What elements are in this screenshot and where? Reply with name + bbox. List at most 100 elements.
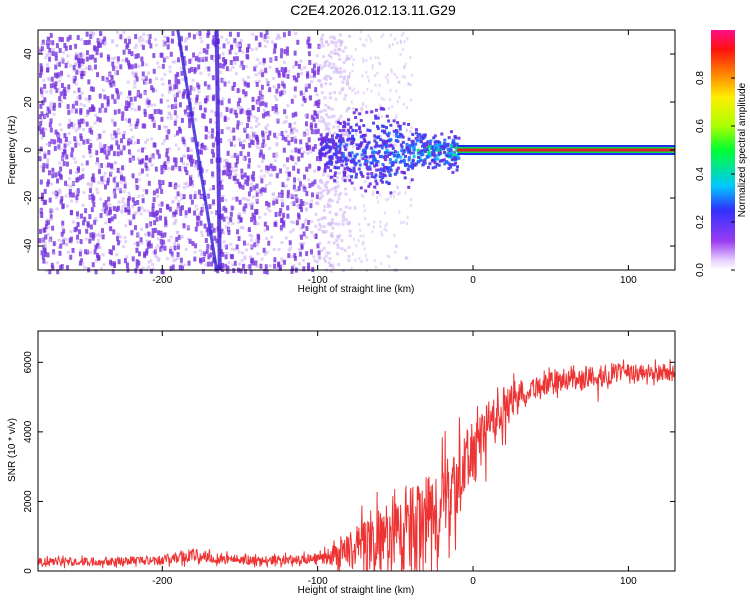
spectrogram-cell xyxy=(174,73,178,79)
spectrogram-cell xyxy=(236,229,240,235)
spectrogram-cell xyxy=(293,199,297,203)
spectrogram-cell xyxy=(348,206,352,210)
spectrogram-cell xyxy=(357,125,361,129)
spectrogram-cell xyxy=(399,155,403,159)
spectrogram-cell xyxy=(431,166,435,170)
spectrogram-cell xyxy=(279,225,283,231)
spectrogram-cell xyxy=(321,33,325,37)
spectrogram-cell xyxy=(335,51,339,55)
spectrogram-cell xyxy=(135,178,139,184)
spectrogram-cell xyxy=(448,152,452,156)
spectrogram-cell xyxy=(186,147,190,153)
spectrogram-cell xyxy=(114,161,118,165)
spectrogram-cell xyxy=(378,175,382,179)
spectrogram-cell xyxy=(94,161,98,165)
spectrogram-cell xyxy=(135,76,139,82)
spectrogram-cell xyxy=(339,208,343,212)
spectrogram-cell xyxy=(137,178,141,182)
spectrogram-cell xyxy=(315,113,319,119)
spectrogram-cell xyxy=(88,195,92,199)
spectrogram-cell xyxy=(173,245,177,251)
spectrogram-cell xyxy=(343,122,347,126)
spectrogram-cell xyxy=(217,61,221,65)
spectrogram-cell xyxy=(176,207,180,211)
spectrogram-cell xyxy=(166,156,170,162)
spectrogram-cell xyxy=(116,232,120,236)
spectrogram-cell xyxy=(307,262,311,268)
spectrogram-cell xyxy=(328,155,332,159)
spectrogram-cell xyxy=(338,129,342,133)
spectrogram-cell xyxy=(122,245,126,249)
spectrogram-cell xyxy=(354,129,358,133)
spectrogram-cell xyxy=(73,75,77,81)
spectrogram-cell xyxy=(310,114,314,120)
spectrogram-cell xyxy=(233,38,237,44)
spectrogram-cell xyxy=(132,214,136,220)
spectrogram-cell xyxy=(254,239,258,243)
spectrogram-cell xyxy=(285,166,289,170)
spectrogram-cell xyxy=(97,245,101,249)
spectrogram-cell xyxy=(249,186,253,192)
spectrogram-cell xyxy=(201,250,205,254)
spectrogram-cell xyxy=(386,134,390,138)
spectrogram-cell xyxy=(352,137,356,141)
spectrogram-cell xyxy=(40,165,44,169)
spectrogram-cell xyxy=(148,211,152,217)
spectrogram-x-tick-label: 0 xyxy=(470,275,476,286)
spectrogram-cell xyxy=(389,191,393,195)
spectrogram-cell xyxy=(404,62,407,66)
spectrogram-cell xyxy=(106,177,110,183)
spectrogram-cell xyxy=(259,263,263,269)
spectrogram-cell xyxy=(79,136,83,142)
spectrogram-cell xyxy=(40,111,44,117)
spectrogram-cell xyxy=(177,79,181,85)
spectrogram-cell xyxy=(100,109,104,113)
spectrogram-cell xyxy=(205,49,209,55)
spectrogram-cell xyxy=(247,198,251,202)
spectrogram-cell xyxy=(302,188,306,192)
spectrogram-cell xyxy=(306,151,310,155)
spectrogram-cell xyxy=(174,157,178,163)
spectrogram-cell xyxy=(323,61,327,65)
spectrogram-cell xyxy=(323,205,327,209)
spectrogram-cell xyxy=(234,173,238,177)
spectrogram-cell xyxy=(317,99,321,105)
spectrogram-cell xyxy=(85,160,89,166)
spectrogram-cell xyxy=(370,175,374,179)
spectrogram-cell xyxy=(376,72,379,76)
spectrogram-cell xyxy=(197,189,201,195)
spectrogram-cell xyxy=(244,179,248,185)
spectrogram-cell xyxy=(89,224,93,230)
spectrogram-cell xyxy=(232,135,236,141)
spectrogram-cell xyxy=(262,247,266,253)
spectrogram-cell xyxy=(316,69,320,75)
spectrogram-cell xyxy=(151,232,155,238)
spectrogram-cell xyxy=(255,47,259,51)
spectrogram-cell xyxy=(234,72,238,76)
spectrogram-cell xyxy=(57,191,61,195)
spectrogram-cell xyxy=(95,219,99,223)
spectrogram-cell xyxy=(401,152,405,156)
spectrogram-cell xyxy=(104,221,108,225)
spectrogram-cell xyxy=(268,65,272,69)
spectrogram-cell xyxy=(205,227,209,233)
spectrogram-cell xyxy=(210,261,214,267)
spectrogram-cell xyxy=(293,50,297,56)
spectrogram-cell xyxy=(370,110,374,114)
spectrogram-cell xyxy=(149,221,153,227)
spectrogram-cell xyxy=(197,168,201,172)
spectrogram-cell xyxy=(93,64,97,70)
spectrogram-cell xyxy=(112,151,116,157)
spectrogram-cell xyxy=(75,226,79,232)
spectrogram-cell xyxy=(409,180,412,184)
spectrogram-cell xyxy=(385,114,389,118)
spectrogram-cell xyxy=(67,109,71,115)
spectrogram-cell xyxy=(250,114,254,118)
spectrogram-cell xyxy=(243,81,247,87)
spectrogram-cell xyxy=(165,203,169,209)
spectrogram-cell xyxy=(127,219,131,223)
spectrogram-cell xyxy=(335,238,339,242)
spectrogram-cell xyxy=(182,165,186,169)
spectrogram-cell xyxy=(151,202,155,208)
spectrogram-cell xyxy=(379,167,383,171)
